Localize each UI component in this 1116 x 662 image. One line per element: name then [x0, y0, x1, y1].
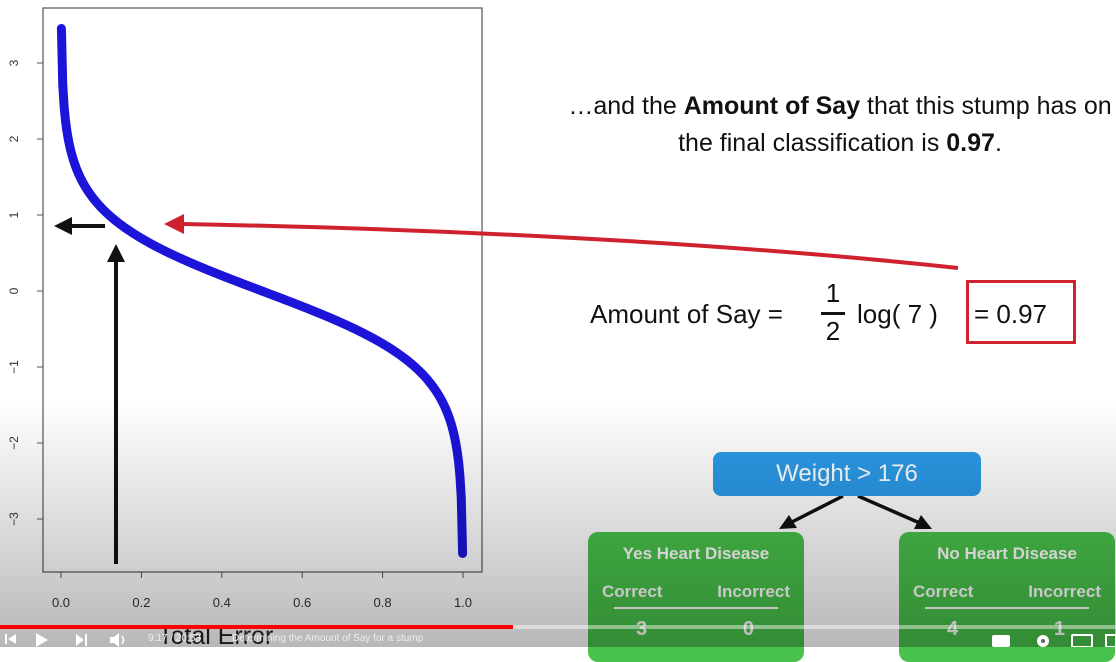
reading-arrows: [54, 217, 125, 564]
previous-icon[interactable]: [4, 630, 18, 647]
caption-bold-term: Amount of Say: [683, 92, 861, 120]
vertical-arrowhead: [107, 244, 125, 262]
subtitles-icon[interactable]: [990, 630, 1012, 647]
leaf-divider: [614, 607, 778, 609]
red-pointer-arrow: [164, 214, 959, 270]
plot-frame: [42, 7, 483, 573]
miniplayer-icon[interactable]: [1070, 630, 1094, 647]
caption-text: …and the Amount of Say that this stump h…: [568, 92, 1112, 157]
result-highlight-box: [966, 280, 1076, 344]
y-tick-label: 3: [7, 59, 21, 66]
theater-mode-icon[interactable]: [1104, 630, 1116, 647]
leaf-header-incorrect: Incorrect: [1028, 582, 1101, 601]
play-icon[interactable]: [34, 630, 50, 647]
time-display: 9:17 / 20:53: [148, 633, 201, 644]
x-tick-label: 0.8: [374, 595, 392, 610]
x-tick-label: 0.6: [293, 595, 311, 610]
formula-log-term: log( 7 ): [857, 299, 938, 329]
leaf-correct-count: 4: [947, 618, 959, 640]
volume-icon[interactable]: [108, 630, 130, 647]
leaf-divider: [925, 607, 1089, 609]
leaf-header-correct: Correct: [913, 582, 974, 601]
player-controls: 9:17 / 20:53 Determining the Amount of S…: [0, 630, 1116, 647]
y-tick-label: 2: [7, 135, 21, 142]
leaf-incorrect-count: 0: [742, 618, 754, 640]
leaf-incorrect-count: 1: [1053, 618, 1065, 640]
fraction-bar: [821, 312, 845, 315]
caption-value: 0.97: [946, 129, 995, 157]
fraction-denominator: 2: [825, 316, 841, 346]
y-tick-label: −1: [7, 360, 21, 374]
stump-leaf-yes: Yes Heart Disease Correct Incorrect 3 0: [588, 532, 804, 662]
y-tick-label: −3: [7, 512, 21, 526]
next-icon[interactable]: [74, 630, 90, 647]
chapter-title[interactable]: Determining the Amount of Say for a stum…: [232, 633, 424, 644]
stump-branches: [779, 494, 932, 529]
leaf-header-correct: Correct: [602, 582, 663, 601]
formula-result: = 0.97: [974, 299, 1048, 329]
x-tick-label: 0.0: [52, 595, 70, 610]
progress-bar[interactable]: [0, 625, 1116, 629]
stump-root-node: Weight > 176: [713, 452, 981, 496]
progress-bar-played: [0, 625, 514, 629]
y-tick-label: 1: [7, 211, 21, 218]
red-pointer-line: [181, 222, 959, 270]
gear-icon[interactable]: [1034, 630, 1052, 647]
leaf-title: Yes Heart Disease: [622, 544, 770, 563]
x-tick-label: 0.2: [132, 595, 150, 610]
amount-of-say-plot: 3 2 1 0 −1 −2 −3 0.0 0.2 0.4 0.6 0.8 1.0: [7, 7, 483, 610]
fraction-numerator: 1: [825, 278, 841, 308]
leaf-header-incorrect: Incorrect: [717, 582, 790, 601]
leaf-correct-count: 3: [636, 618, 648, 640]
amount-of-say-curve: [56, 24, 468, 558]
x-tick-label: 1.0: [454, 595, 472, 610]
red-pointer-arrowhead: [164, 214, 184, 234]
horizontal-arrowhead: [54, 217, 72, 235]
x-tick-label: 0.4: [213, 595, 231, 610]
y-tick-label: −2: [7, 436, 21, 450]
y-tick-label: 0: [7, 287, 21, 294]
leaf-title: No Heart Disease: [937, 544, 1077, 563]
formula-label: Amount of Say =: [590, 299, 783, 329]
